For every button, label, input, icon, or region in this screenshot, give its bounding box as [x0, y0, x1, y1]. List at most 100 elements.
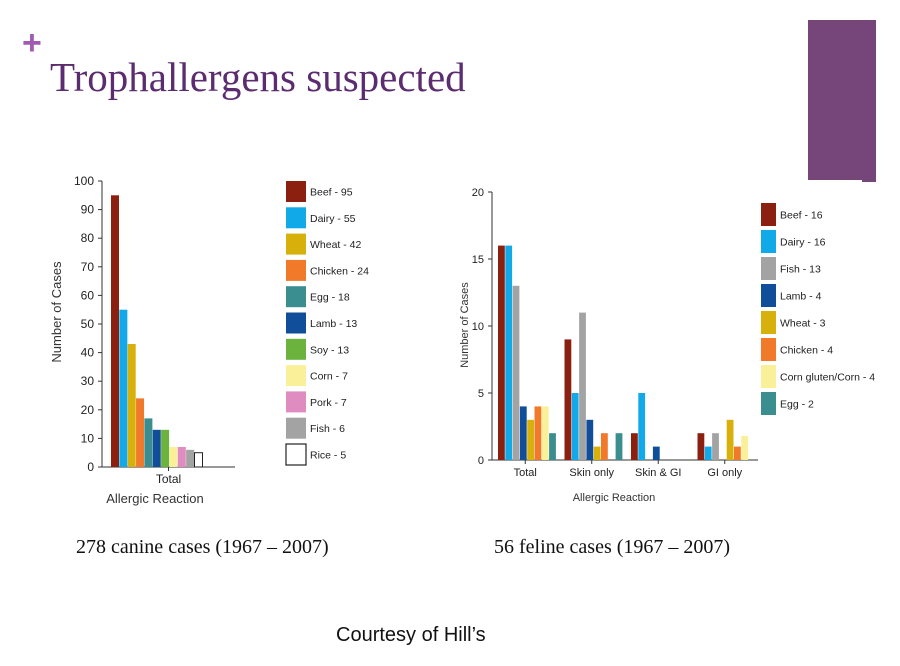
bar-beef: [697, 433, 705, 460]
legend-swatch: [761, 365, 776, 388]
legend-label: Corn - 7: [310, 371, 348, 383]
x-tick-label: GI only: [707, 467, 742, 479]
legend-swatch: [286, 391, 306, 413]
bar-wheat: [726, 419, 734, 460]
feline-chart: 0 5 10 15 20 Total Skin only Skin & GI GI only Al…: [459, 187, 875, 504]
legend-label: Chicken - 4: [780, 345, 833, 357]
bar-dairy: [704, 446, 712, 460]
bar-fish: [579, 312, 586, 460]
legend-swatch: [286, 233, 306, 255]
legend-swatch: [761, 203, 776, 226]
legend-label: Lamb - 13: [310, 318, 357, 330]
legend-label: Soy - 13: [310, 344, 349, 356]
legend-swatch: [761, 392, 776, 415]
bar-chicken: [534, 406, 542, 460]
accent-notch: [862, 180, 876, 182]
x-tick-label: Total: [156, 472, 181, 486]
legend-swatch: [286, 259, 306, 281]
y-tick-label: 20: [472, 187, 484, 199]
legend-swatch: [286, 338, 306, 360]
bar-dairy: [571, 393, 579, 460]
legend-label: Pork - 7: [310, 397, 347, 409]
bar-lamb: [152, 429, 161, 467]
bar-rice: [194, 452, 203, 468]
bar-dairy: [505, 245, 513, 460]
bar-beef: [111, 195, 119, 468]
y-tick-label: 30: [81, 374, 95, 388]
y-tick-label: 0: [478, 455, 484, 467]
bar-egg: [549, 433, 556, 460]
courtesy-credit: Courtesy of Hill’s: [336, 624, 486, 646]
y-tick-label: 80: [81, 231, 95, 245]
y-tick-label: 100: [74, 174, 94, 188]
y-tick-label: 10: [472, 321, 484, 333]
bar-corn: [541, 406, 549, 460]
x-tick-label: Skin only: [569, 467, 614, 479]
x-tick-label: Skin & GI: [635, 467, 681, 479]
slide-title: Trophallergens suspected: [50, 54, 466, 100]
bar-beef: [564, 339, 572, 460]
y-tick-label: 10: [81, 431, 95, 445]
y-tick-label: 70: [81, 260, 95, 274]
legend-label: Wheat - 3: [780, 318, 826, 330]
feline-caption: 56 feline cases (1967 – 2007): [494, 536, 731, 558]
bar-corn: [169, 446, 178, 467]
canine-caption: 278 canine cases (1967 – 2007): [76, 536, 329, 558]
legend-label: Dairy - 16: [780, 237, 826, 249]
bar-pork: [177, 446, 186, 467]
bar-egg: [615, 433, 623, 460]
bar-wheat: [593, 446, 601, 460]
legend-swatch: [286, 417, 306, 439]
legend-swatch: [761, 338, 776, 361]
bar-fish: [512, 285, 520, 460]
legend-swatch: [286, 312, 306, 334]
bar-corn: [741, 435, 749, 460]
bar-chicken: [136, 398, 145, 467]
bar-lamb: [586, 419, 594, 460]
x-axis-label: Allergic Reaction: [106, 491, 204, 506]
legend-label: Beef - 95: [310, 187, 353, 199]
canine-chart: 0 10 20 30 40 50 60 70 80 90 100 Total Allergic Reac…: [49, 174, 369, 506]
legend-label: Egg - 18: [310, 292, 350, 304]
bar-wheat: [527, 419, 534, 460]
legend-swatch: [286, 207, 306, 229]
legend-label: Rice - 5: [310, 450, 346, 462]
legend-label: Chicken - 24: [310, 265, 369, 277]
y-tick-label: 40: [81, 346, 95, 360]
bar-chicken: [601, 433, 608, 460]
bar-egg: [144, 418, 153, 467]
legend-label: Dairy - 55: [310, 213, 356, 225]
legend-swatch: [285, 443, 307, 466]
legend-swatch: [761, 311, 776, 334]
legend-label: Lamb - 4: [780, 291, 822, 303]
bar-beef: [631, 433, 638, 460]
legend-swatch: [286, 365, 306, 387]
accent-block: [808, 20, 876, 180]
y-tick-label: 90: [81, 203, 95, 217]
x-axis-label: Allergic Reaction: [573, 492, 656, 504]
bar-fish: [712, 433, 719, 460]
y-axis-label: Number of Cases: [49, 261, 64, 363]
bar-wheat: [127, 344, 136, 467]
bar-chicken: [734, 446, 741, 460]
plus-mark: +: [22, 24, 42, 62]
y-tick-label: 15: [472, 254, 484, 266]
legend-swatch: [761, 284, 776, 307]
legend-swatch: [286, 181, 306, 202]
bar-fish: [186, 449, 195, 467]
legend-label: Beef - 16: [780, 210, 823, 222]
bar-beef: [498, 245, 505, 460]
legend-swatch: [761, 257, 776, 280]
x-tick-label: Total: [514, 467, 537, 479]
y-tick-label: 20: [81, 403, 95, 417]
y-axis-label: Number of Cases: [459, 282, 471, 368]
legend-label: Fish - 6: [310, 423, 345, 435]
legend-label: Corn gluten/Corn - 4: [780, 372, 875, 384]
bar-lamb: [519, 406, 527, 460]
bar-dairy: [638, 393, 646, 460]
bar-dairy: [119, 309, 128, 467]
bar-soy: [161, 429, 170, 467]
y-tick-label: 60: [81, 288, 95, 302]
y-tick-label: 5: [478, 388, 484, 400]
legend-swatch: [761, 230, 776, 253]
